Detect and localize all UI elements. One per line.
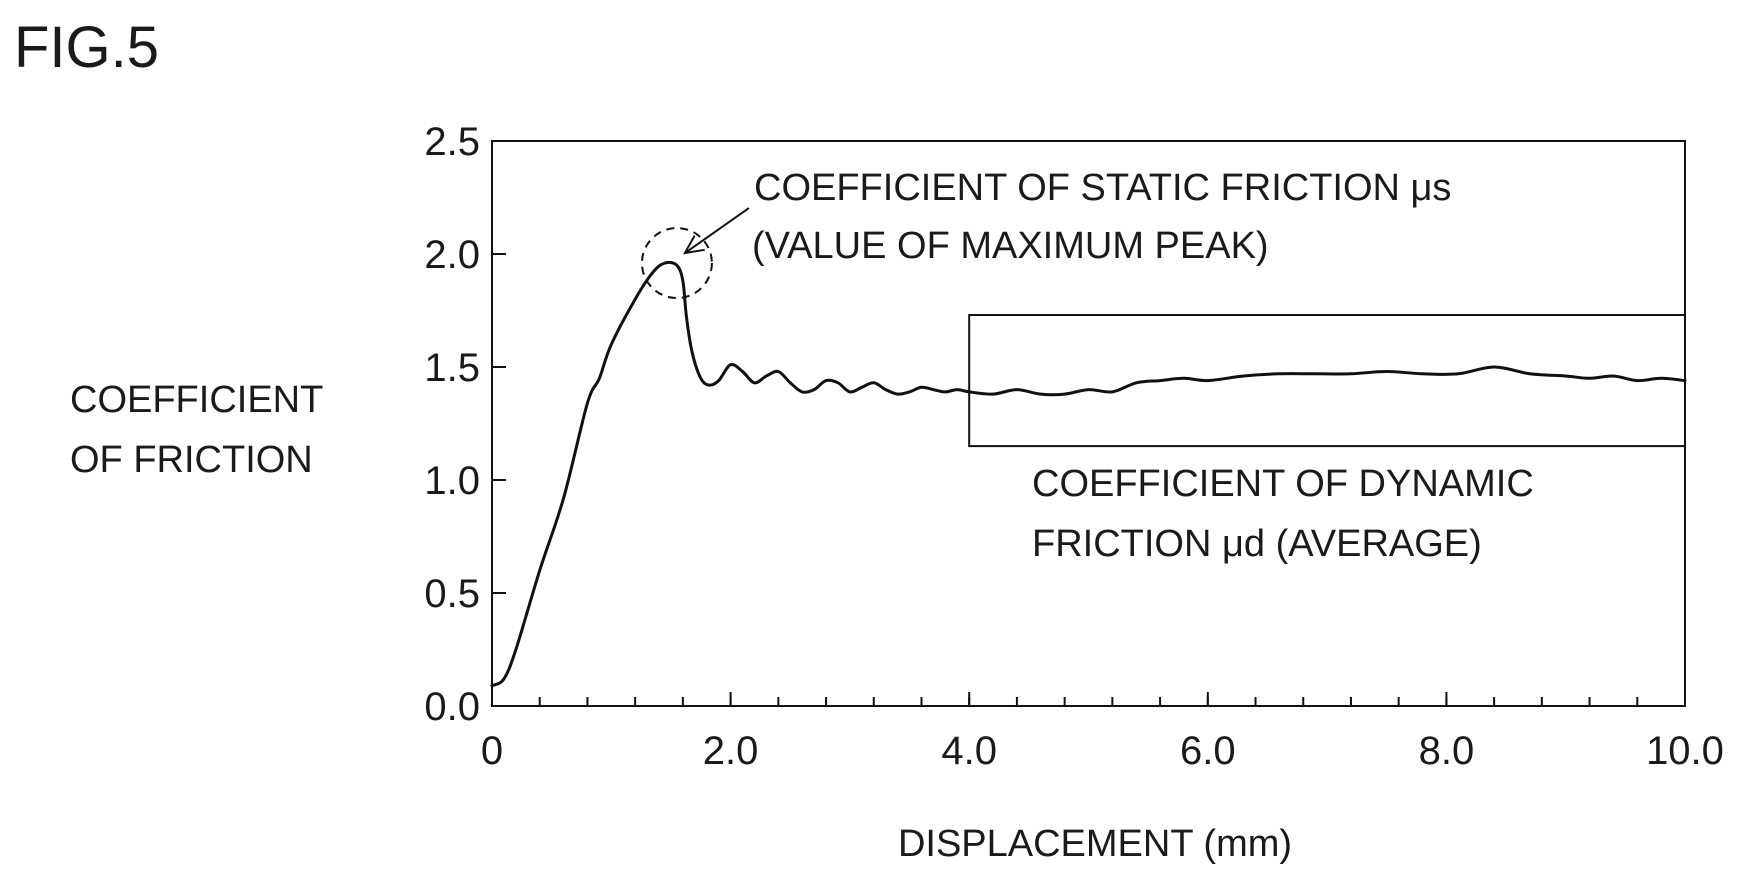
axis-ticks — [491, 140, 1686, 707]
dynamic-friction-region — [968, 314, 1686, 448]
static-annotation-line-1: COEFFICIENT OF STATIC FRICTION μs — [754, 167, 1451, 209]
x-tick-label: 0 — [481, 729, 503, 773]
y-axis-label-line-1: COEFFICIENT — [70, 379, 323, 421]
y-tick-label: 2.5 — [424, 120, 480, 164]
x-tick-label: 6.0 — [1180, 729, 1236, 773]
x-axis-label: DISPLACEMENT (mm) — [898, 823, 1292, 865]
x-tick-label: 2.0 — [703, 729, 759, 773]
static-peak-arrowhead — [683, 235, 705, 255]
x-tick-label: 4.0 — [941, 729, 997, 773]
x-tick-label: 10.0 — [1646, 729, 1724, 773]
tick-labels: 0 2.0 4.0 6.0 8.0 10.0 0.0 0.5 1.0 1.5 2.0 2.5 — [424, 120, 1724, 773]
figure-title: FIG.5 — [14, 15, 159, 80]
y-axis-label-line-2: OF FRICTION — [70, 439, 313, 481]
y-tick-label: 1.5 — [424, 346, 480, 390]
y-tick-label: 0.0 — [424, 685, 480, 729]
friction-curve — [490, 260, 1687, 688]
x-tick-label: 8.0 — [1419, 729, 1475, 773]
y-tick-label: 2.0 — [424, 233, 480, 277]
dynamic-annotation-line-1: COEFFICIENT OF DYNAMIC — [1032, 463, 1534, 505]
y-tick-label: 0.5 — [424, 572, 480, 616]
static-peak-arrow — [684, 207, 750, 254]
y-tick-label: 1.0 — [424, 459, 480, 503]
dynamic-annotation-line-2: FRICTION μd (AVERAGE) — [1032, 523, 1482, 565]
static-annotation-line-2: (VALUE OF MAXIMUM PEAK) — [752, 225, 1269, 267]
static-peak-marker — [640, 227, 713, 300]
